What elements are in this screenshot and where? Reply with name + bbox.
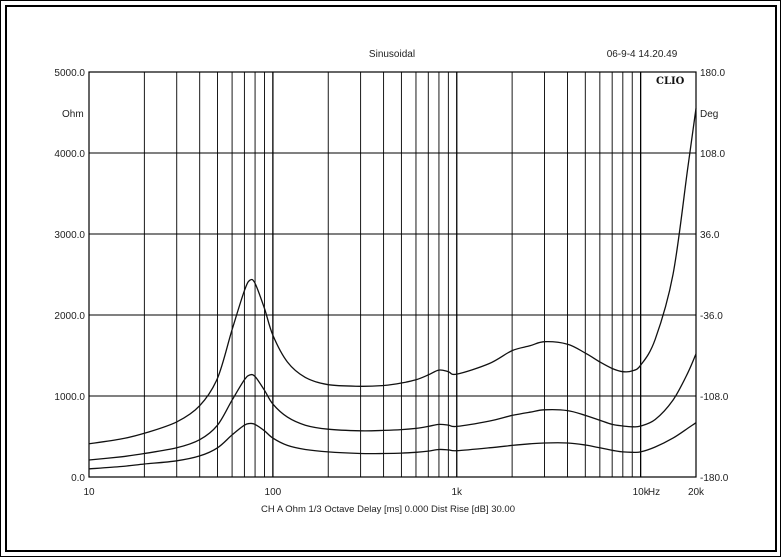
- x-unit: Hz: [648, 487, 660, 498]
- y-right-tick-label: 108.0: [700, 149, 725, 160]
- x-tick-labels: 10 100 1k 10k 20k: [83, 487, 705, 498]
- impedance-curve-1: [88, 108, 697, 445]
- y-left-unit: Ohm: [62, 109, 84, 120]
- x-tick-label: 100: [265, 487, 282, 498]
- y-right-unit: Deg: [700, 109, 718, 120]
- y-right-tick-labels: 180.0 108.0 36.0 -36.0 -108.0 -180.0: [700, 68, 729, 484]
- impedance-curve-2: [88, 353, 697, 461]
- y-left-tick-labels: 0.0 1000.0 2000.0 3000.0 4000.0 5000.0: [54, 68, 85, 484]
- y-right-tick-label: 180.0: [700, 68, 725, 79]
- y-right-tick-label: 36.0: [700, 230, 720, 241]
- footer-settings: CH A Ohm 1/3 Octave Delay [ms] 0.000 Dis…: [261, 504, 515, 515]
- y-right-tick-label: -108.0: [700, 392, 729, 403]
- y-left-tick-label: 4000.0: [54, 149, 85, 160]
- plot-frame: [88, 71, 697, 478]
- x-tick-label: 10k: [633, 487, 650, 498]
- x-tick-label: 20k: [688, 487, 705, 498]
- impedance-curve-3: [88, 422, 697, 470]
- inner-border: [5, 5, 777, 552]
- y-left-tick-label: 3000.0: [54, 230, 85, 241]
- y-right-tick-label: -180.0: [700, 473, 729, 484]
- y-left-tick-label: 2000.0: [54, 311, 85, 322]
- y-left-tick-label: 0.0: [71, 473, 85, 484]
- brand-logo: CLIO: [656, 76, 685, 87]
- x-tick-label: 1k: [451, 487, 463, 498]
- curves: [88, 108, 697, 470]
- y-left-tick-label: 1000.0: [54, 392, 85, 403]
- timestamp: 06-9-4 14.20.49: [607, 49, 678, 60]
- chart-title: Sinusoidal: [369, 49, 415, 60]
- x-tick-label: 10: [83, 487, 95, 498]
- y-left-tick-label: 5000.0: [54, 68, 85, 79]
- grid: [89, 72, 696, 477]
- y-right-tick-label: -36.0: [700, 311, 723, 322]
